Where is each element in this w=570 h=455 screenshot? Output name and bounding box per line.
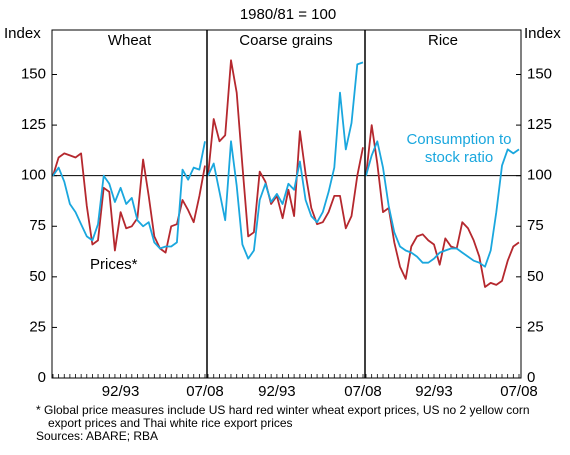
y-tick-label: 150: [527, 65, 552, 82]
y-tick-label: 75: [29, 217, 46, 234]
y-tick-label: 50: [527, 268, 544, 285]
y-tick-label: 50: [29, 268, 46, 285]
source: Sources: ABARE; RBA: [36, 429, 159, 443]
line-series: [52, 141, 206, 250]
panel-title: Coarse grains: [239, 32, 332, 49]
footnote: * Global price measures include US hard …: [36, 403, 530, 430]
y-tick-label: 150: [21, 65, 46, 82]
line-series: [52, 152, 206, 254]
y-tick-label: 125: [21, 116, 46, 133]
panel-title: Wheat: [108, 32, 152, 49]
subtitle: 1980/81 = 100: [240, 6, 336, 23]
panel-title: Rice: [428, 32, 458, 49]
line-series: [207, 61, 364, 260]
y-axis-label: Index: [4, 25, 41, 42]
line-series: [207, 59, 364, 238]
y-tick-label: 100: [21, 167, 46, 184]
plot-frame: [51, 29, 522, 379]
x-tick-label: 92/93: [258, 383, 296, 400]
x-tick-label: 07/08: [186, 383, 224, 400]
x-tick-label: 92/93: [102, 383, 140, 400]
x-tick-label: 92/93: [415, 383, 453, 400]
y-tick-label: 125: [527, 116, 552, 133]
x-tick-label: 07/08: [344, 383, 382, 400]
y-axis-label: Index: [524, 25, 561, 42]
series-label: Consumption to stock ratio: [406, 131, 512, 166]
x-tick-label: 07/08: [500, 383, 538, 400]
y-tick-label: 100: [527, 167, 552, 184]
y-tick-label: 75: [527, 217, 544, 234]
line-series: [365, 140, 520, 268]
y-tick-label: 0: [527, 369, 535, 386]
y-tick-label: 25: [29, 318, 46, 335]
y-tick-label: 0: [38, 369, 46, 386]
series-label: Prices*: [90, 256, 138, 273]
y-tick-label: 25: [527, 318, 544, 335]
